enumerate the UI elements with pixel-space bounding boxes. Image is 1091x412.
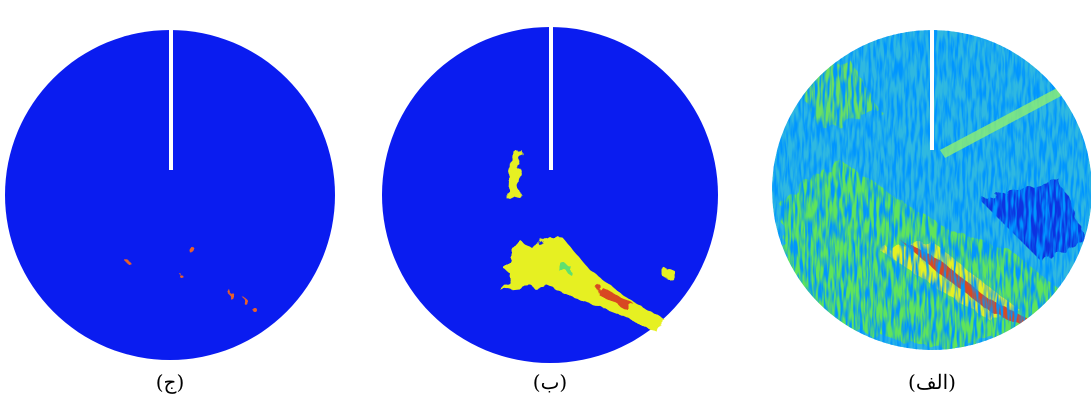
caption: (الف) (872, 370, 992, 394)
caption: (ج) (110, 370, 230, 394)
radar-images (0, 0, 1091, 412)
figure: (ج) (ب) (الف) (0, 0, 1091, 412)
panel-c (5, 25, 335, 360)
panel-a (770, 10, 1091, 358)
caption: (ب) (490, 370, 610, 394)
panel-b (382, 25, 718, 363)
